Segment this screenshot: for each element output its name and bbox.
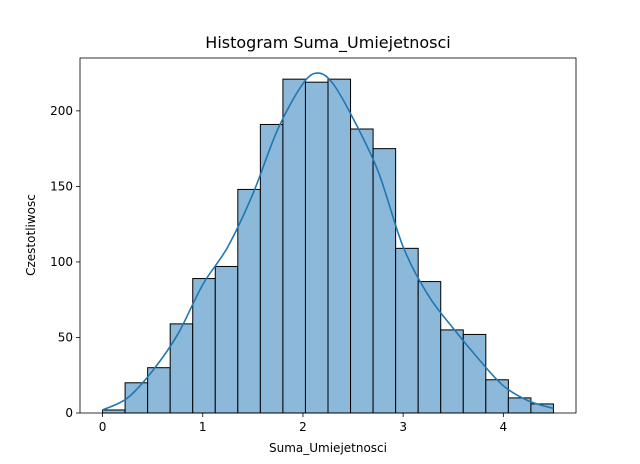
histogram-bar-0	[102, 409, 126, 414]
histogram-bar-9	[304, 81, 329, 414]
x-tick-label: 4	[500, 420, 508, 434]
histogram-bar-5	[214, 265, 239, 414]
histogram-bar-11	[350, 128, 374, 414]
histogram-bar-2	[147, 367, 171, 414]
y-tick-label: 200	[50, 104, 73, 118]
bars-group	[102, 78, 554, 414]
histogram-bar-15	[440, 329, 464, 414]
histogram-bar-3	[169, 323, 194, 414]
plot-frame	[79, 57, 577, 414]
y-tick-label: 0	[65, 406, 73, 420]
y-tick-label: 100	[50, 255, 73, 269]
x-tick-label: 1	[199, 420, 207, 434]
x-tick-label: 0	[99, 420, 107, 434]
y-axis-label: Czestotliwosc	[24, 194, 38, 276]
x-tick-label: 2	[299, 420, 307, 434]
x-tick-label: 3	[399, 420, 407, 434]
kde-curve	[102, 72, 554, 411]
chart-title: Histogram Suma_Umiejetnosci	[205, 33, 450, 53]
histogram-bar-14	[417, 281, 442, 414]
y-tick-label: 50	[58, 330, 73, 344]
histogram-bar-6	[237, 188, 261, 414]
y-tick-label: 150	[50, 179, 73, 193]
x-axis-ticks: 0 1 2 3 4	[99, 413, 507, 434]
histogram-bar-10	[327, 78, 352, 414]
histogram-bar-8	[282, 78, 306, 414]
x-axis-label: Suma_Umiejetnosci	[269, 441, 387, 455]
y-axis-ticks: 0 50 100 150 200	[50, 104, 80, 420]
histogram-bar-17	[485, 379, 509, 414]
histogram-bar-16	[462, 333, 487, 414]
